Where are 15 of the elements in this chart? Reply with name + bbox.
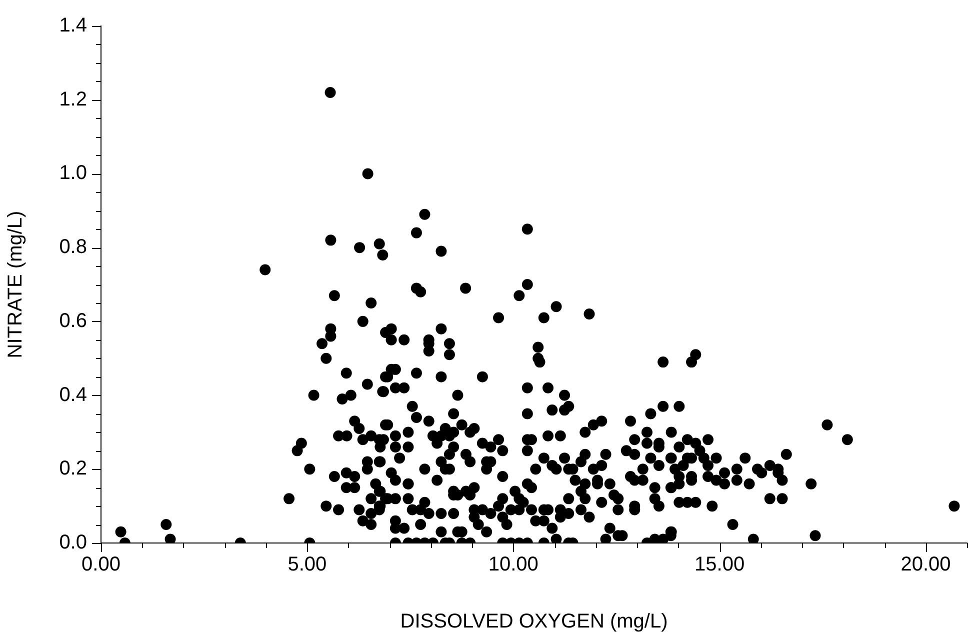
x-tick-label: 0.00 bbox=[82, 554, 120, 576]
y-tick-label: 0.8 bbox=[59, 236, 87, 258]
x-tick-label: 5.00 bbox=[288, 554, 327, 576]
y-tick-label: 0.6 bbox=[59, 310, 87, 332]
x-tick-label: 15.00 bbox=[694, 554, 745, 576]
y-tick-label: 1.0 bbox=[59, 162, 87, 184]
y-tick-label: 0.2 bbox=[59, 458, 87, 480]
x-tick-label: 20.00 bbox=[900, 554, 951, 576]
y-tick-label: 0.4 bbox=[59, 384, 87, 406]
y-tick-label: 1.2 bbox=[59, 88, 87, 110]
y-tick-label: 0.0 bbox=[59, 532, 87, 554]
x-axis-title: DISSOLVED OXYGEN (mg/L) bbox=[400, 610, 668, 633]
y-axis-title: NITRATE (mg/L) bbox=[4, 210, 27, 358]
x-tick-label: 10.00 bbox=[488, 554, 538, 576]
y-tick-label: 1.4 bbox=[59, 14, 87, 37]
